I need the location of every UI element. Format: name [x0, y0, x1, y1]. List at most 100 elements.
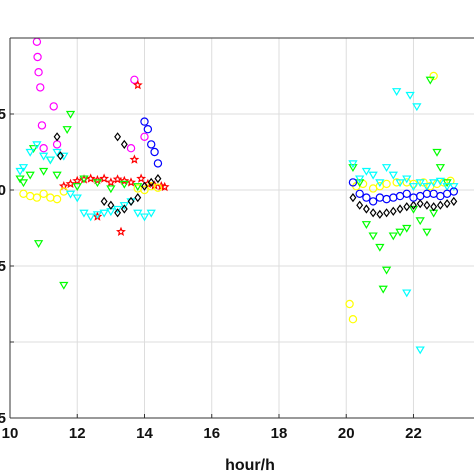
data-point [375, 179, 385, 188]
data-point [368, 232, 378, 241]
data-point [34, 67, 43, 77]
data-point [112, 174, 123, 184]
data-point [419, 178, 428, 187]
data-point [119, 180, 129, 189]
data-point [65, 178, 76, 189]
data-point [375, 243, 385, 252]
data-point [15, 167, 25, 176]
data-point [25, 148, 35, 157]
data-point [120, 204, 128, 214]
data-point [450, 196, 458, 207]
data-point [154, 173, 162, 184]
series-6 [140, 117, 459, 206]
data-point [52, 148, 62, 157]
data-point [436, 200, 444, 210]
data-point [402, 289, 412, 298]
data-point [388, 171, 398, 180]
data-point [395, 179, 405, 188]
data-point [133, 209, 143, 218]
data-point [410, 200, 417, 210]
data-point [107, 200, 115, 210]
data-point [425, 76, 435, 85]
data-point [348, 164, 358, 172]
data-point [45, 156, 55, 165]
data-point [72, 183, 82, 191]
data-point [381, 164, 392, 172]
data-point [389, 206, 397, 216]
data-point [356, 200, 364, 210]
data-point [403, 202, 411, 212]
data-point [153, 159, 163, 168]
data-point [405, 91, 415, 100]
data-point [79, 175, 89, 184]
data-point [25, 171, 35, 180]
data-point [129, 154, 140, 164]
data-point [114, 208, 122, 218]
data-point [348, 160, 358, 169]
data-point [430, 202, 438, 212]
data-point [378, 285, 388, 294]
series-4 [15, 88, 459, 355]
data-point [150, 147, 159, 157]
y-tick-label: 5 [0, 410, 6, 427]
data-point [120, 139, 128, 150]
data-point [99, 173, 110, 183]
data-point [79, 209, 89, 218]
data-point [443, 199, 451, 209]
data-point [32, 141, 42, 150]
data-point [147, 177, 155, 188]
data-point [432, 148, 442, 157]
data-point [449, 183, 459, 191]
data-point [355, 179, 365, 188]
x-axis-label: hour/h [225, 457, 275, 474]
data-point [415, 179, 425, 188]
data-point [376, 209, 384, 219]
data-point [36, 83, 45, 92]
data-point [136, 173, 147, 183]
data-point [396, 204, 404, 214]
data-point [147, 140, 156, 149]
data-point [119, 202, 129, 210]
data-point [72, 194, 82, 203]
series-3 [15, 76, 452, 294]
data-point [53, 132, 61, 142]
x-tick-label: 22 [405, 425, 422, 442]
data-point [32, 193, 42, 202]
data-point [65, 110, 76, 119]
x-tick-label: 14 [136, 425, 153, 442]
data-point [56, 151, 64, 161]
data-point [423, 200, 431, 210]
x-tick-label: 20 [338, 425, 355, 442]
data-point [59, 281, 69, 290]
data-point [348, 315, 358, 324]
data-point [92, 174, 103, 185]
data-point [408, 183, 419, 191]
data-point [402, 175, 412, 184]
data-point [92, 179, 103, 188]
data-point [368, 171, 378, 180]
x-tick-label: 16 [203, 425, 220, 442]
data-point [140, 117, 149, 126]
data-point [361, 221, 372, 229]
data-point [442, 179, 452, 188]
data-point [127, 196, 135, 207]
data-point [65, 190, 76, 199]
data-point [416, 199, 424, 209]
data-point [92, 211, 103, 220]
data-point [435, 164, 446, 172]
data-point [388, 232, 398, 241]
data-point [383, 208, 391, 218]
data-point [52, 171, 62, 180]
data-point [140, 185, 149, 195]
data-point [85, 173, 96, 183]
data-point [133, 183, 143, 191]
data-point [62, 126, 72, 134]
data-point [38, 167, 49, 176]
data-point [422, 183, 432, 191]
data-point [349, 192, 357, 203]
data-point [18, 164, 29, 172]
data-point [140, 132, 149, 141]
x-tick-label: 18 [271, 425, 288, 442]
